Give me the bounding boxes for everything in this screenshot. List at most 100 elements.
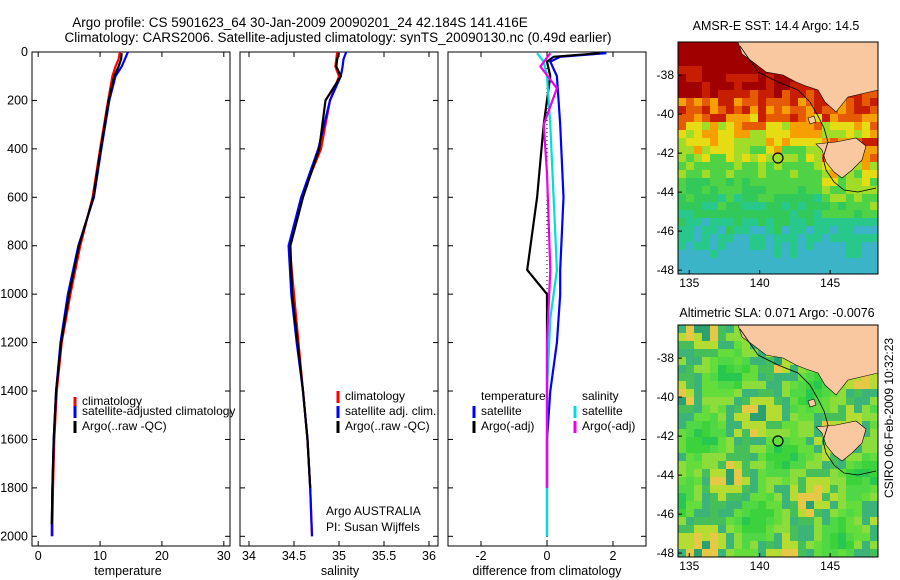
sla-cell — [766, 421, 774, 429]
sla-cell — [806, 405, 814, 413]
sst-cell — [750, 186, 758, 194]
sst-cell — [718, 210, 726, 218]
sst-cell — [758, 242, 766, 250]
sla-cell — [718, 333, 726, 341]
sla-cell — [766, 373, 774, 381]
sst-cell — [702, 266, 710, 274]
sst-cell — [790, 98, 798, 106]
sla-cell — [862, 413, 870, 421]
sst-cell — [774, 74, 782, 82]
sst-cell — [750, 258, 758, 266]
sla-cell — [846, 549, 854, 557]
sla-cell — [710, 421, 718, 429]
sla-cell — [734, 405, 742, 413]
sst-cell — [678, 250, 686, 258]
series-line-argo-raw-qc- — [50, 53, 123, 525]
map-y-tick-label: -42 — [657, 429, 675, 443]
sla-cell — [734, 365, 742, 373]
sst-cell — [750, 170, 758, 178]
sla-cell — [798, 453, 806, 461]
sla-cell — [870, 453, 878, 461]
sla-cell — [806, 437, 814, 445]
sla-map-axes: 135 140 145 -38 -40 -42 -44 -46 -48 — [657, 351, 841, 573]
x-tick-label: 10 — [93, 549, 107, 563]
sst-cell — [742, 202, 750, 210]
sst-cell — [718, 250, 726, 258]
sla-cell — [742, 509, 750, 517]
sla-cell — [702, 517, 710, 525]
sst-cell — [686, 130, 694, 138]
sla-cell — [862, 533, 870, 541]
sst-cell — [814, 218, 822, 226]
sla-map-canvas — [678, 325, 878, 557]
sla-cell — [694, 485, 702, 493]
sst-cell — [870, 178, 878, 186]
sla-cell — [854, 381, 862, 389]
sla-cell — [686, 517, 694, 525]
sla-cell — [750, 453, 758, 461]
sla-cell — [782, 437, 790, 445]
sla-cell — [694, 405, 702, 413]
sla-cell — [806, 485, 814, 493]
sst-cell — [734, 58, 742, 66]
sst-cell — [798, 234, 806, 242]
sla-cell — [694, 445, 702, 453]
sst-cell — [678, 138, 686, 146]
legend-label-sal-argo: Argo(-adj) — [582, 419, 635, 433]
sla-cell — [766, 405, 774, 413]
legend-label-climatology: climatology — [82, 394, 142, 408]
sla-cell — [838, 525, 846, 533]
sla-cell — [814, 453, 822, 461]
sla-cell — [710, 333, 718, 341]
sla-cell — [822, 525, 830, 533]
sst-cell — [798, 250, 806, 258]
sst-cell — [726, 82, 734, 90]
sst-cell — [734, 42, 742, 50]
sst-cell — [782, 226, 790, 234]
sla-cell — [870, 397, 878, 405]
sst-cell — [806, 250, 814, 258]
sla-cell — [822, 405, 830, 413]
sla-cell — [694, 549, 702, 557]
map-y-tick-label: -44 — [657, 468, 675, 482]
sla-cell — [782, 445, 790, 453]
sst-cell — [830, 202, 838, 210]
sst-cell — [798, 210, 806, 218]
sst-cell — [870, 234, 878, 242]
sla-cell — [694, 357, 702, 365]
sst-cell — [750, 162, 758, 170]
sst-cell — [694, 58, 702, 66]
sla-cell — [726, 389, 734, 397]
sst-cell — [774, 98, 782, 106]
salinity-plot-frame — [239, 51, 439, 547]
sla-cell — [734, 469, 742, 477]
sla-cell — [710, 357, 718, 365]
sla-cell — [710, 517, 718, 525]
sst-cell — [822, 218, 830, 226]
sst-cell — [854, 258, 862, 266]
sla-cell — [782, 421, 790, 429]
sst-cell — [798, 122, 806, 130]
sla-cell — [830, 397, 838, 405]
sst-cell — [686, 98, 694, 106]
sst-cell — [806, 258, 814, 266]
sst-cell — [862, 178, 870, 186]
sst-cell — [806, 138, 814, 146]
sla-cell — [798, 525, 806, 533]
sla-cell — [782, 389, 790, 397]
sla-cell — [870, 533, 878, 541]
sst-cell — [838, 106, 846, 114]
sst-cell — [862, 202, 870, 210]
sst-cell — [718, 122, 726, 130]
sla-cell — [718, 325, 726, 333]
y-tick-label: 1600 — [0, 432, 28, 446]
sst-cell — [822, 122, 830, 130]
sla-cell — [726, 485, 734, 493]
sla-cell — [846, 485, 854, 493]
sst-cell — [830, 258, 838, 266]
sla-cell — [774, 397, 782, 405]
sla-cell — [838, 485, 846, 493]
sst-cell — [694, 50, 702, 58]
sla-cell — [846, 413, 854, 421]
x-tick-label: 36 — [422, 549, 436, 563]
